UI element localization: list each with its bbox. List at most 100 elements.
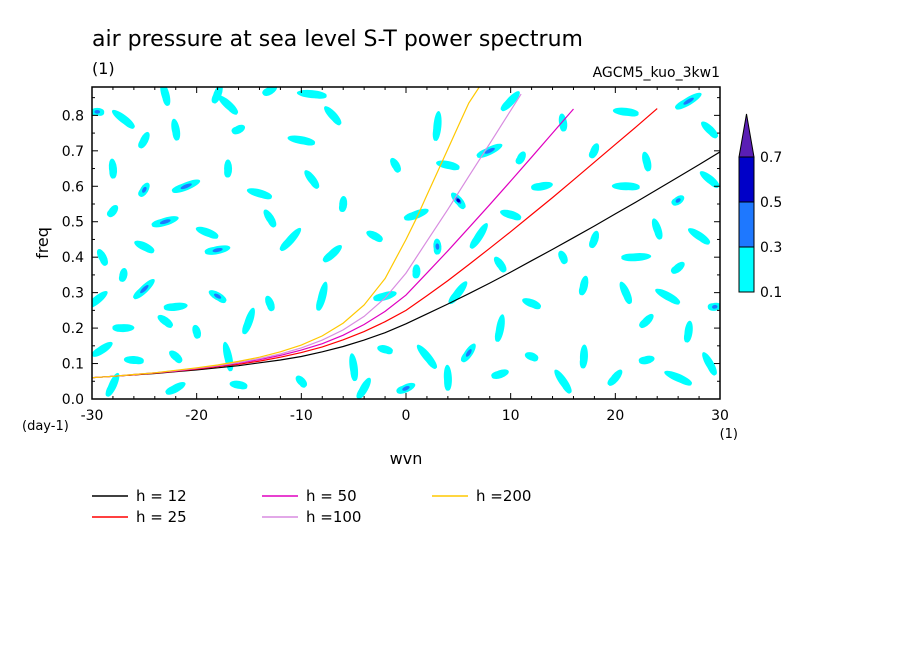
contour-patch — [211, 87, 223, 104]
x-tick-label: 0 — [402, 408, 411, 424]
plot-background — [92, 87, 720, 399]
x-tick-label: -10 — [290, 408, 313, 424]
contour-patch — [96, 249, 108, 266]
colorbar-label: 0.7 — [760, 150, 782, 166]
contour-patch — [229, 380, 248, 390]
contour-patch — [664, 370, 693, 386]
x-tick-label: 10 — [502, 408, 520, 424]
contour-patch — [171, 179, 201, 194]
contour-patch — [373, 291, 397, 302]
contour-patch — [683, 320, 693, 343]
x-axis-label: wvn — [390, 449, 423, 468]
contour-patch — [105, 372, 120, 397]
contour-patch — [324, 106, 342, 126]
contour-patch — [123, 355, 144, 365]
contour-patch — [491, 369, 509, 379]
contour-patch — [611, 182, 640, 191]
x-tick-label: 30 — [711, 408, 729, 424]
contour-patch — [702, 352, 717, 376]
contour-patch — [224, 159, 233, 178]
contour-patch — [316, 281, 328, 311]
contour-patch — [588, 143, 600, 159]
contour-patch — [231, 124, 246, 135]
contour-patch — [134, 240, 155, 254]
legend: h = 12 h = 25 h = 50 h =100 h =200 — [92, 487, 531, 526]
contour-patch — [218, 95, 239, 115]
contour-patch — [670, 261, 685, 274]
contour-patch — [263, 209, 277, 228]
contour-patch — [432, 111, 442, 141]
contour-patch — [151, 216, 179, 228]
contour-patch — [262, 87, 278, 96]
contour-patch — [639, 313, 654, 329]
contour-patch — [111, 109, 135, 129]
contour-patch — [208, 290, 227, 304]
contour-patch — [108, 158, 118, 179]
colorbar-segment — [738, 201, 755, 248]
y-tick-label: 0.1 — [62, 357, 84, 373]
contour-patch — [500, 91, 520, 112]
contour-patch — [304, 170, 320, 189]
contour-patch — [500, 209, 522, 221]
y-tick-label: 0.6 — [62, 179, 84, 195]
colorbar-label: 0.3 — [760, 240, 782, 256]
y-tick-label: 0.3 — [62, 286, 84, 302]
contour-patch — [687, 228, 711, 245]
contour-patch — [204, 245, 231, 255]
contour-patch — [287, 135, 316, 146]
contour-patch — [522, 298, 542, 310]
contour-patch — [638, 355, 655, 365]
x-tick-label: 20 — [606, 408, 624, 424]
contour-patch — [295, 375, 308, 388]
contour-patch — [671, 195, 685, 206]
contour-patch — [554, 369, 572, 394]
y-axis-unit: (day-1) — [22, 419, 69, 434]
contour-patch — [451, 192, 466, 210]
legend-label: h = 50 — [306, 487, 357, 505]
contour-patch — [558, 250, 568, 265]
contour-patch — [416, 344, 438, 369]
y-tick-label: 0.5 — [62, 215, 84, 231]
colorbar-arrow — [738, 113, 755, 158]
contour-patch — [163, 302, 188, 312]
contour-patch — [160, 87, 171, 107]
contour-patch — [619, 281, 633, 305]
contour-patch — [171, 118, 181, 141]
contour-patch — [106, 204, 119, 218]
colorbar: 0.1 0.3 0.5 0.7 — [738, 113, 782, 301]
chart-title: air pressure at sea level S-T power spec… — [92, 27, 583, 52]
legend-label: h =200 — [476, 487, 531, 505]
contour-patch — [157, 314, 173, 328]
contour-patch — [579, 344, 588, 369]
y-tick-label: 0.0 — [62, 392, 84, 408]
contour-patch — [390, 157, 401, 173]
contour-patch — [396, 382, 416, 394]
y-tick-label: 0.4 — [62, 250, 84, 266]
dispersion-curve — [92, 151, 720, 379]
contour-patch — [356, 377, 371, 399]
colorbar-label: 0.1 — [760, 285, 782, 301]
contour-patch — [607, 369, 623, 386]
legend-label: h = 25 — [136, 508, 187, 526]
chart-subtitle: (1) — [92, 59, 115, 78]
x-tick-label: -30 — [81, 408, 104, 424]
contour-patch — [448, 281, 468, 305]
contour-patch — [138, 182, 150, 197]
colorbar-segment — [738, 156, 755, 203]
contour-patch — [138, 131, 150, 149]
contour-patch — [699, 171, 720, 189]
contour-patch — [165, 381, 186, 395]
y-tick-label: 0.7 — [62, 144, 84, 160]
contour-patch — [460, 343, 476, 363]
contour-patch — [621, 253, 652, 262]
contour-patch — [578, 275, 589, 296]
contour-patch — [92, 341, 113, 357]
contour-patch — [366, 230, 383, 243]
contour-patch — [651, 218, 663, 240]
contour-patch — [133, 278, 155, 300]
dispersion-curves — [92, 87, 720, 379]
contour-patch — [674, 92, 702, 110]
y-tick-label: 0.8 — [62, 108, 84, 124]
colorbar-label: 0.5 — [760, 195, 782, 211]
contour-patch — [377, 345, 393, 355]
